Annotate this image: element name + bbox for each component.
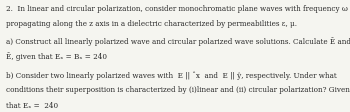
Text: Ē, given that Eₓ = Bₓ = 240: Ē, given that Eₓ = Bₓ = 240 <box>6 52 107 61</box>
Text: 2.  In linear and circular polarization, consider monochromatic plane waves with: 2. In linear and circular polarization, … <box>6 5 348 13</box>
Text: b) Consider two linearly polarized waves with  E || ˆx  and  E || ŷ, respectivel: b) Consider two linearly polarized waves… <box>6 71 337 79</box>
Text: propagating along the z axis in a dielectric characterized by permeabilities ε, : propagating along the z axis in a dielec… <box>6 20 297 28</box>
Text: conditions their superposition is characterized by (i)linear and (ii) circular p: conditions their superposition is charac… <box>6 86 350 94</box>
Text: a) Construct all linearly polarized wave and circular polarized wave solutions. : a) Construct all linearly polarized wave… <box>6 37 350 46</box>
Text: that Eₓ =  240: that Eₓ = 240 <box>6 101 58 109</box>
